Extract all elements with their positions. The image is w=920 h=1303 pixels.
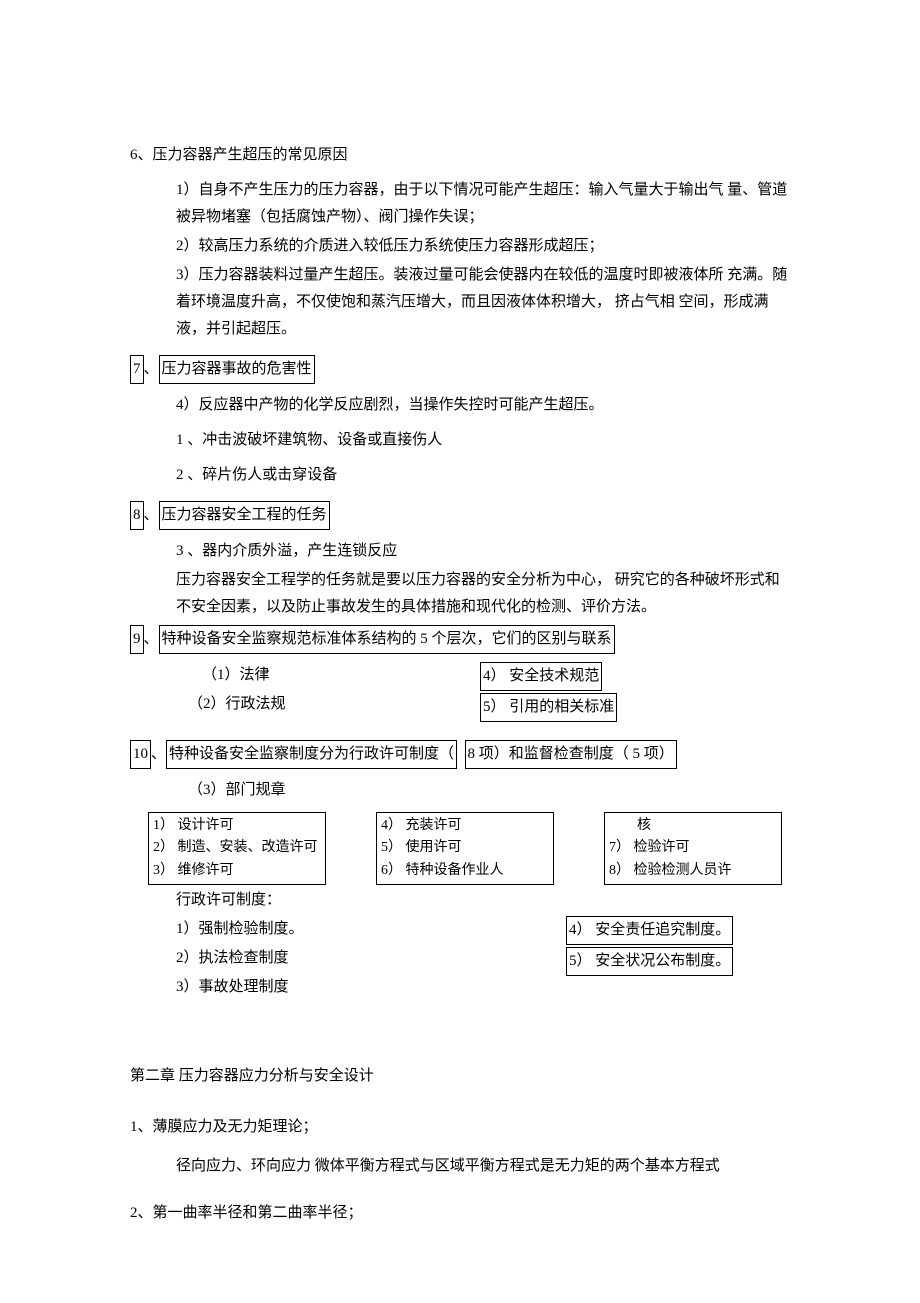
section-10-title: 10、特种设备安全监察制度分为行政许可制度（ 8 项）和监督检查制度（ 5 项） [130,740,790,769]
license-col-2-item-3: 6） 特种设备作业人 [381,860,549,882]
section-9-number: 9 [130,625,144,654]
supervise-right-1: 4） 安全责任追究制度。 [566,916,733,945]
license-col-1: 1） 设计许可 2） 制造、安装、改造许可 3） 维修许可 [148,812,326,885]
supervise-row: 1）强制检验制度。 2）执法检查制度 3）事故处理制度 4） 安全责任追究制度。… [176,916,790,1003]
license-col-3-item-2: 7） 检验许可 [609,837,777,859]
section-6-title: 6、压力容器产生超压的常见原因 [130,142,790,169]
section-9-title: 9、特种设备安全监察规范标准体系结构的 5 个层次，它们的区别与联系 [130,625,790,654]
section-9-right-2: 5） 引用的相关标准 [480,693,617,722]
license-col-3-item-1: 核 [609,815,777,837]
section-8-title: 8、压力容器安全工程的任务 [130,501,790,530]
license-col-1-item-1: 1） 设计许可 [153,815,321,837]
supervise-right-2: 5） 安全状况公布制度。 [566,947,733,976]
supervise-left-2: 2）执法检查制度 [176,945,566,972]
section-7-item-3: 2 、碎片伤人或击穿设备 [176,462,790,489]
license-col-3: 核 7） 检验许可 8） 检验检测人员许 [604,812,782,885]
section-10-title-p1: 特种设备安全监察制度分为行政许可制度（ [169,746,454,762]
section-9-title-text: 特种设备安全监察规范标准体系结构的 5 个层次，它们的区别与联系 [159,625,615,654]
license-col-1-item-2: 2） 制造、安装、改造许可 [153,837,321,859]
license-col-1-item-3: 3） 维修许可 [153,860,321,882]
license-columns: 1） 设计许可 2） 制造、安装、改造许可 3） 维修许可 4） 充装许可 5）… [148,812,790,885]
license-col-2-item-2: 5） 使用许可 [381,837,549,859]
section-9-right-1: 4） 安全技术规范 [480,662,602,691]
section-8-item-1: 3 、器内介质外溢，产生连锁反应 [176,538,790,565]
section-6-item-2: 2）较高压力系统的介质进入较低压力系统使压力容器形成超压； [176,233,790,260]
section-6-item-1: 1）自身不产生压力的压力容器，由于以下情况可能产生超压：输入气量大于输出气 量、… [176,177,790,231]
section-10-sub: （3）部门规章 [188,777,790,804]
chapter-2-s2-title: 2、第一曲率半径和第二曲率半径； [130,1200,790,1227]
section-7-title: 7、压力容器事故的危害性 [130,355,790,384]
section-7-item-1: 4）反应器中产物的化学反应剧烈，当操作失控时可能产生超压。 [176,392,790,419]
section-7-number: 7 [130,355,144,384]
section-7-title-text: 压力容器事故的危害性 [159,355,315,384]
section-9-left-2: （2）行政法规 [188,691,480,718]
supervise-left-1: 1）强制检验制度。 [176,916,566,943]
section-8-body: 压力容器安全工程学的任务就是要以压力容器的安全分析为中心， 研究它的各种破坏形式… [176,567,790,621]
chapter-2-title: 第二章 压力容器应力分析与安全设计 [130,1063,790,1090]
section-8-number: 8 [130,501,144,530]
section-8-title-text: 压力容器安全工程的任务 [159,501,330,530]
chapter-2-s1-body: 径向应力、环向应力 微体平衡方程式与区域平衡方程式是无力矩的两个基本方程式 [176,1153,790,1180]
admin-license-label: 行政许可制度： [176,887,790,914]
license-col-2-item-1: 4） 充装许可 [381,815,549,837]
section-10-title-p2: 8 项）和监督检查制度（ 5 项） [465,740,677,769]
license-col-3-item-3: 8） 检验检测人员许 [609,860,777,882]
section-7-item-2: 1 、冲击波破坏建筑物、设备或直接伤人 [176,427,790,454]
section-9-left-1: （1）法律 [202,662,480,689]
section-6-item-3: 3）压力容器装料过量产生超压。装液过量可能会使器内在较低的温度时即被液体所 充满… [176,262,790,343]
license-col-2: 4） 充装许可 5） 使用许可 6） 特种设备作业人 [376,812,554,885]
section-10-number: 10 [130,740,151,769]
supervise-left-3: 3）事故处理制度 [176,974,566,1001]
chapter-2-s1-title: 1、薄膜应力及无力矩理论； [130,1114,790,1141]
